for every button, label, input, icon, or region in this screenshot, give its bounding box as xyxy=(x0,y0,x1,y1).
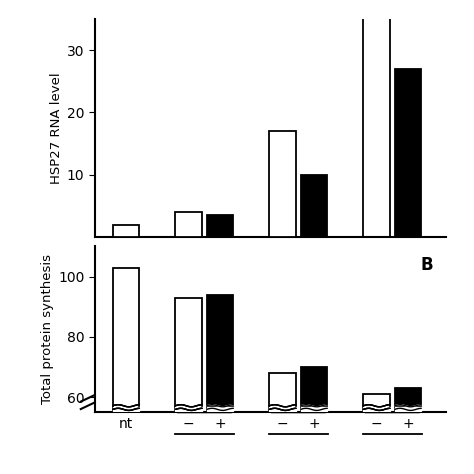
Y-axis label: HSP27 RNA level: HSP27 RNA level xyxy=(50,72,63,184)
Bar xyxy=(113,225,139,237)
Bar xyxy=(175,298,202,474)
Bar xyxy=(395,407,421,411)
Bar xyxy=(301,175,328,237)
Bar xyxy=(364,394,390,474)
Bar xyxy=(113,407,139,411)
Bar xyxy=(395,69,421,237)
Bar xyxy=(364,407,390,411)
Bar xyxy=(269,131,296,237)
Bar xyxy=(269,373,296,474)
Bar xyxy=(269,407,296,411)
Bar xyxy=(113,268,139,474)
Bar xyxy=(207,295,233,474)
Bar xyxy=(207,407,233,411)
Text: B: B xyxy=(420,255,433,273)
Bar xyxy=(207,215,233,237)
Bar xyxy=(301,367,328,474)
Bar xyxy=(395,388,421,474)
Y-axis label: Total protein synthesis: Total protein synthesis xyxy=(41,255,54,404)
Bar xyxy=(175,212,202,237)
Bar xyxy=(175,407,202,411)
Bar xyxy=(301,407,328,411)
